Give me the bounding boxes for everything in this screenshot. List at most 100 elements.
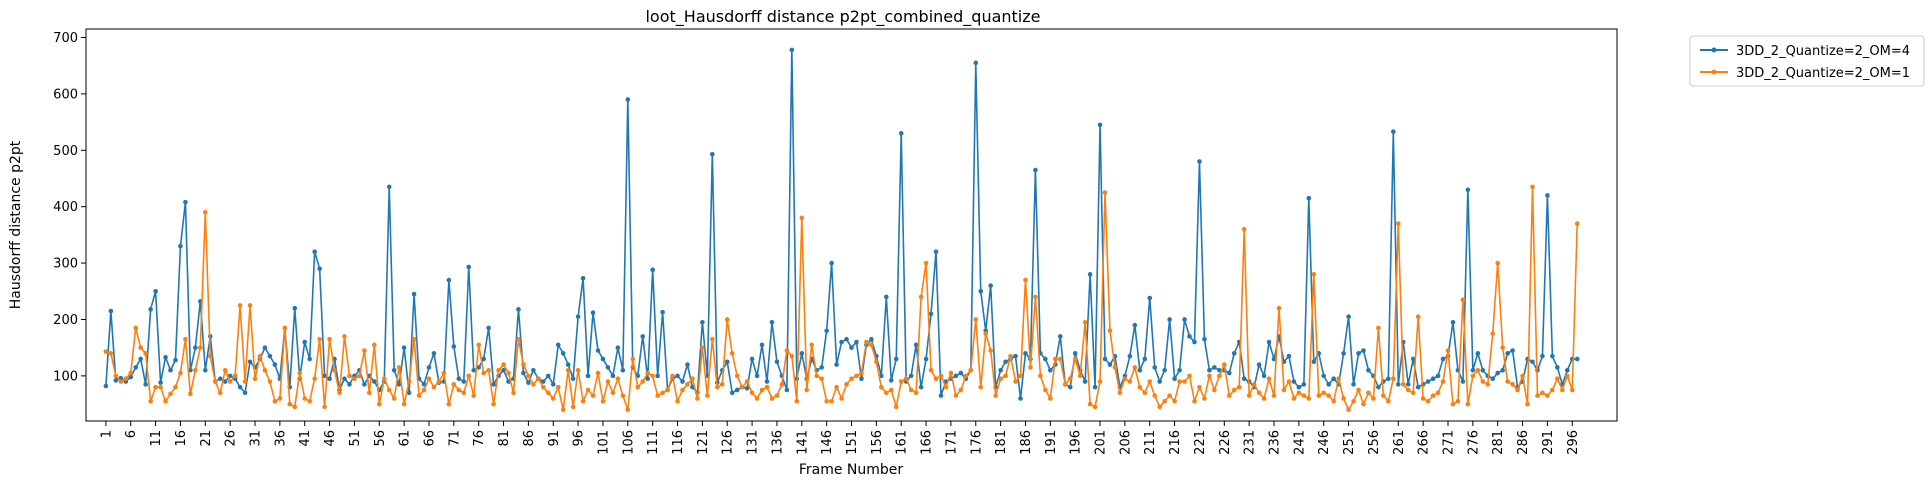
data-point xyxy=(1053,356,1058,362)
data-point xyxy=(1152,393,1158,398)
data-point xyxy=(406,379,412,384)
data-point xyxy=(1003,373,1008,379)
data-point xyxy=(918,384,924,390)
data-point xyxy=(411,291,417,297)
data-point xyxy=(1351,398,1356,404)
data-point xyxy=(764,379,770,384)
data-point xyxy=(376,401,382,407)
data-point xyxy=(963,373,969,379)
data-point xyxy=(625,407,631,413)
data-point xyxy=(769,396,775,401)
data-point xyxy=(1391,376,1396,382)
data-point xyxy=(1072,351,1078,356)
data-point xyxy=(874,359,879,365)
data-point xyxy=(511,390,516,396)
data-point xyxy=(1033,167,1038,173)
data-point xyxy=(1400,382,1406,387)
data-point xyxy=(1197,384,1202,390)
data-point xyxy=(1525,401,1530,407)
data-point xyxy=(570,376,576,382)
data-point xyxy=(461,390,467,396)
data-point xyxy=(769,319,775,325)
data-point xyxy=(1281,387,1287,393)
data-point xyxy=(928,367,934,373)
x-tick-label: 106 xyxy=(621,430,636,455)
data-point xyxy=(734,373,740,379)
data-point xyxy=(824,398,829,404)
data-point xyxy=(367,390,372,396)
x-tick-label: 66 xyxy=(422,430,437,447)
data-point xyxy=(1530,359,1535,365)
data-point xyxy=(242,379,248,384)
data-point xyxy=(352,376,357,382)
data-point xyxy=(148,398,153,404)
data-point xyxy=(1296,384,1302,390)
x-tick-label: 126 xyxy=(721,430,736,455)
data-point xyxy=(640,334,646,339)
data-point xyxy=(257,353,263,359)
data-point xyxy=(1540,390,1545,396)
legend: 3DD_2_Quantize=2_OM=4 3DD_2_Quantize=2_O… xyxy=(1689,35,1925,87)
data-point xyxy=(1440,356,1446,362)
data-point xyxy=(1361,401,1366,407)
data-point xyxy=(1082,319,1088,325)
data-point xyxy=(545,373,551,379)
plot-frame xyxy=(85,28,1618,422)
data-point xyxy=(764,384,770,390)
x-tick-label: 71 xyxy=(447,430,462,447)
data-point xyxy=(541,384,546,390)
data-point xyxy=(1013,353,1018,359)
data-point xyxy=(988,348,993,353)
data-point xyxy=(237,384,243,390)
data-point xyxy=(461,379,467,384)
data-point xyxy=(133,365,139,370)
data-point xyxy=(834,384,839,390)
data-point xyxy=(1535,393,1540,398)
data-point xyxy=(700,319,705,325)
data-point xyxy=(272,398,278,404)
data-point xyxy=(839,396,844,401)
data-point xyxy=(1386,376,1391,382)
data-point xyxy=(675,373,680,379)
data-point xyxy=(441,370,447,376)
legend-label-om4: 3DD_2_Quantize=2_OM=4 xyxy=(1736,44,1910,59)
data-point xyxy=(188,391,193,397)
data-point xyxy=(844,382,849,387)
data-point xyxy=(1023,277,1028,283)
data-point xyxy=(496,367,501,373)
y-axis-label: Hausdorff distance p2pt xyxy=(8,140,24,309)
data-point xyxy=(426,365,432,370)
data-point xyxy=(759,342,765,348)
data-point xyxy=(1082,379,1088,384)
data-point xyxy=(312,376,317,382)
data-point xyxy=(1356,387,1361,393)
data-point xyxy=(277,396,283,401)
data-point xyxy=(888,378,894,383)
data-point xyxy=(968,367,974,373)
data-point xyxy=(302,396,308,401)
data-point xyxy=(1043,356,1048,362)
data-point xyxy=(799,351,805,356)
y-tick-label: 200 xyxy=(53,313,78,328)
data-point xyxy=(466,264,472,270)
data-point xyxy=(580,398,586,404)
data-point xyxy=(824,328,829,334)
data-point xyxy=(401,401,407,407)
x-tick-label: 31 xyxy=(249,430,264,447)
data-point xyxy=(1102,356,1108,362)
data-point xyxy=(1212,387,1217,393)
x-tick-label: 191 xyxy=(1044,430,1059,455)
data-point xyxy=(913,390,919,396)
data-point xyxy=(1137,367,1143,373)
data-point xyxy=(446,277,452,283)
x-tick-label: 21 xyxy=(199,430,214,447)
data-point xyxy=(1202,336,1207,342)
x-tick-label: 201 xyxy=(1094,430,1109,455)
data-point xyxy=(1460,379,1466,384)
data-point xyxy=(1231,387,1237,393)
x-tick-label: 221 xyxy=(1193,430,1208,455)
data-point xyxy=(446,401,452,407)
data-point xyxy=(188,367,193,373)
